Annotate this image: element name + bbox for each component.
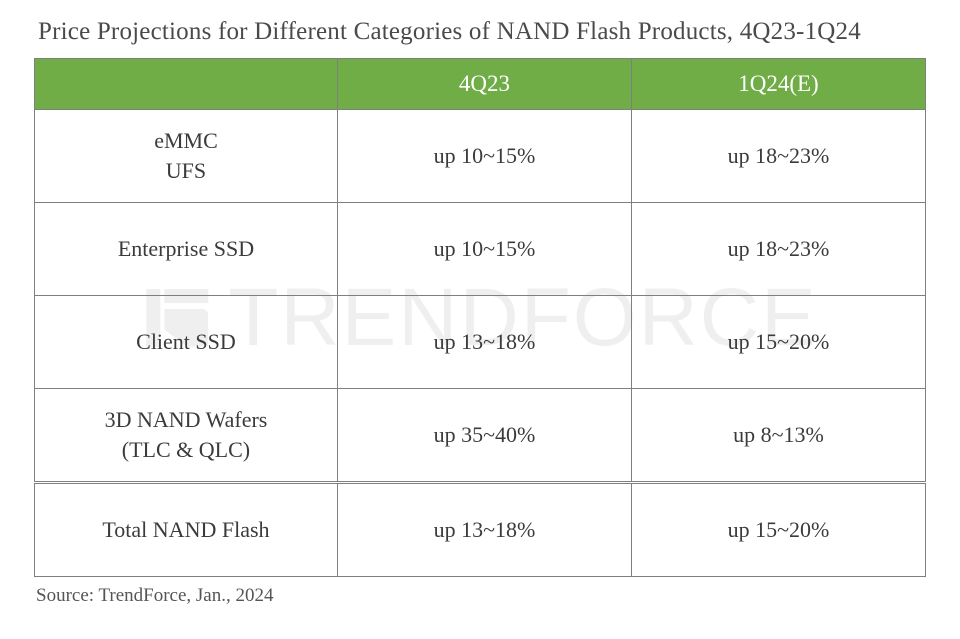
table-header-row: 4Q23 1Q24(E): [35, 59, 926, 110]
cell-category: Total NAND Flash: [35, 483, 338, 577]
cell-1q24e: up 18~23%: [631, 203, 925, 296]
price-projection-table: 4Q23 1Q24(E) eMMCUFS up 10~15% up 18~23%…: [34, 58, 926, 577]
page-title: Price Projections for Different Categori…: [38, 18, 926, 46]
cell-4q23: up 13~18%: [337, 483, 631, 577]
table-row: 3D NAND Wafers(TLC & QLC) up 35~40% up 8…: [35, 389, 926, 483]
cell-category: Client SSD: [35, 296, 338, 389]
cell-4q23: up 13~18%: [337, 296, 631, 389]
cell-1q24e: up 8~13%: [631, 389, 925, 483]
cell-category: 3D NAND Wafers(TLC & QLC): [35, 389, 338, 483]
page: Price Projections for Different Categori…: [0, 0, 960, 639]
cell-category: Enterprise SSD: [35, 203, 338, 296]
cell-category: eMMCUFS: [35, 110, 338, 203]
cell-4q23: up 10~15%: [337, 110, 631, 203]
cell-1q24e: up 15~20%: [631, 296, 925, 389]
cell-1q24e: up 15~20%: [631, 483, 925, 577]
table-row: Enterprise SSD up 10~15% up 18~23%: [35, 203, 926, 296]
table-row-total: Total NAND Flash up 13~18% up 15~20%: [35, 483, 926, 577]
col-header-category: [35, 59, 338, 110]
col-header-1q24e: 1Q24(E): [631, 59, 925, 110]
table-row: Client SSD up 13~18% up 15~20%: [35, 296, 926, 389]
cell-1q24e: up 18~23%: [631, 110, 925, 203]
table-container: TRENDFORCE 4Q23 1Q24(E) eMMCUFS up 10~15…: [34, 58, 926, 577]
cell-4q23: up 10~15%: [337, 203, 631, 296]
col-header-4q23: 4Q23: [337, 59, 631, 110]
table-row: eMMCUFS up 10~15% up 18~23%: [35, 110, 926, 203]
cell-4q23: up 35~40%: [337, 389, 631, 483]
source-caption: Source: TrendForce, Jan., 2024: [34, 585, 926, 607]
